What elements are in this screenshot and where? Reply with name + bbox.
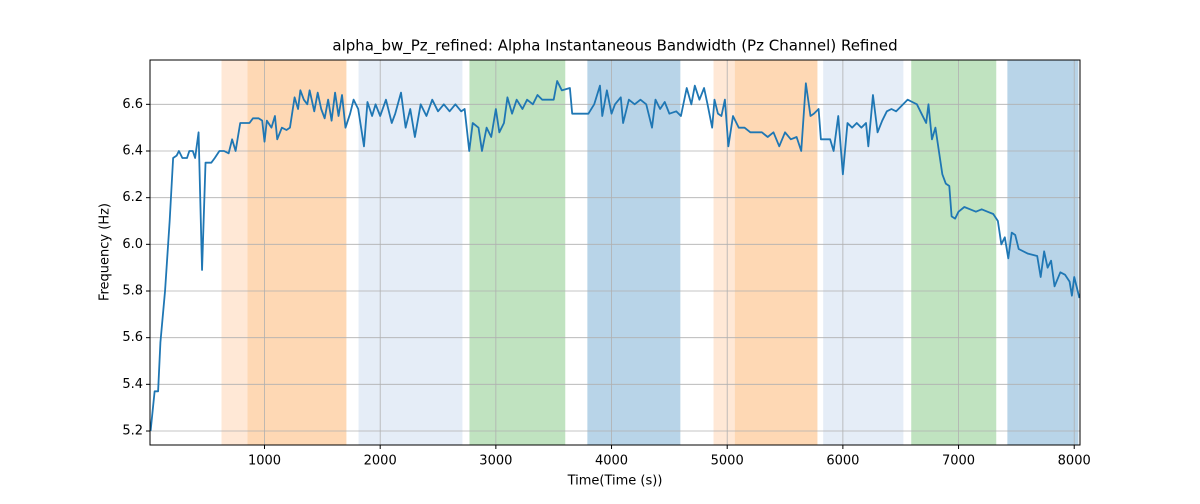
chart-title: alpha_bw_Pz_refined: Alpha Instantaneous…	[332, 37, 897, 56]
y-tick-label: 5.6	[122, 330, 143, 345]
plot	[149, 80, 1081, 432]
shaded-span	[823, 60, 904, 445]
y-tick-label: 5.2	[122, 424, 143, 439]
x-tick-label: 7000	[942, 454, 975, 469]
x-tick-label: 8000	[1058, 454, 1091, 469]
axes-frame	[149, 59, 1081, 446]
y-tick-label: 6.0	[122, 237, 143, 252]
x-tick-label: 4000	[595, 454, 628, 469]
x-tick-label: 6000	[826, 454, 859, 469]
shaded-span	[911, 60, 997, 445]
y-tick-label: 6.4	[122, 144, 143, 159]
shaded-span	[469, 60, 566, 445]
x-tick-label: 2000	[364, 454, 397, 469]
shaded-span	[221, 60, 248, 445]
y-tick-label: 6.2	[122, 190, 143, 205]
y-axis-label: Frequency (Hz)	[98, 203, 113, 301]
x-tick-label: 5000	[711, 454, 744, 469]
shaded-span	[1007, 60, 1079, 445]
y-tick-label: 5.8	[122, 284, 143, 299]
x-tick-label: 1000	[248, 454, 281, 469]
shaded-span	[358, 60, 463, 445]
data-line	[149, 80, 1081, 432]
y-tick-label: 6.6	[122, 97, 143, 112]
x-axis-label: Time(Time (s))	[567, 474, 663, 489]
shaded-span	[713, 60, 735, 445]
shaded-span	[247, 60, 347, 445]
y-tick-label: 5.4	[122, 377, 143, 392]
shaded-span	[734, 60, 818, 445]
labels: alpha_bw_Pz_refined: Alpha Instantaneous…	[98, 37, 1091, 489]
shaded-span	[587, 60, 681, 445]
x-tick-label: 3000	[479, 454, 512, 469]
